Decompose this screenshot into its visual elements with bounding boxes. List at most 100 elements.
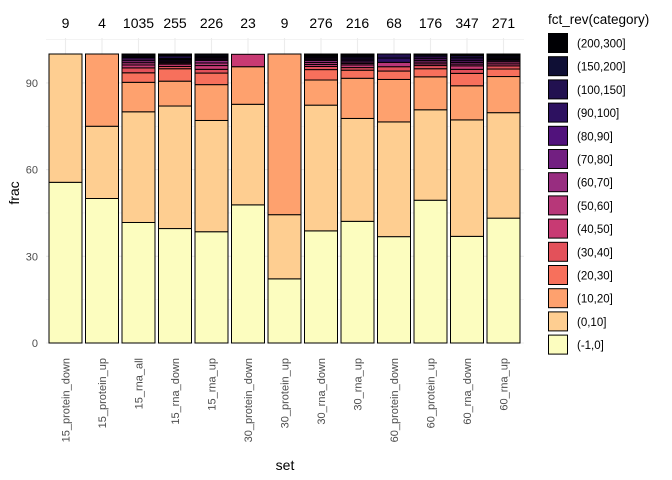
bar-segment	[413, 68, 448, 78]
bar-segment	[486, 217, 521, 344]
legend-key	[548, 311, 568, 332]
bar-segment	[413, 76, 448, 111]
bar-segment	[377, 66, 411, 72]
bar-segment	[158, 53, 192, 56]
legend-key	[548, 79, 568, 100]
x-tick-label: 15_rna_all	[134, 358, 146, 409]
bar-segment	[121, 72, 156, 83]
legend-key	[548, 125, 568, 146]
legend-label: (200,300]	[577, 39, 626, 51]
legend-key	[548, 33, 568, 53]
bar-segment	[377, 53, 411, 59]
bar-segment	[48, 53, 83, 183]
y-tick-label: 0	[32, 338, 38, 350]
legend-label: (0,10]	[577, 317, 606, 329]
legend-label: (40,50]	[577, 224, 613, 236]
bar-segment	[304, 69, 338, 81]
x-tick-label: 60_protein_up	[426, 358, 438, 428]
bar-segment	[121, 221, 156, 344]
y-tick-label: 30	[26, 251, 38, 263]
x-tick-label: 60_rna_up	[499, 358, 511, 411]
bar-segment	[194, 84, 229, 121]
legend-label: (10,20]	[577, 294, 613, 306]
legend-key	[548, 149, 568, 169]
legend-key	[548, 56, 568, 77]
count-label: 1035	[123, 15, 154, 31]
bar-segment	[304, 53, 338, 56]
bar-segment	[377, 121, 411, 238]
count-label: 255	[163, 15, 187, 31]
bar-segment	[340, 53, 375, 56]
bar-segment	[85, 198, 119, 344]
bar-segment	[450, 235, 484, 344]
bar-segment	[450, 119, 484, 237]
x-tick-label: 15_rna_down	[170, 358, 182, 425]
bar-segment	[267, 53, 302, 216]
bar-segment	[486, 76, 521, 114]
legend-key	[548, 241, 568, 262]
bar-segment	[340, 220, 375, 344]
bar-segment	[158, 228, 192, 344]
legend-label: (70,80]	[577, 155, 613, 167]
count-label: 216	[346, 15, 370, 31]
count-label: 9	[281, 15, 289, 31]
count-label: 23	[240, 15, 256, 31]
bar-segment	[377, 236, 411, 344]
bar-segment	[450, 68, 484, 74]
bar-segment	[194, 72, 229, 86]
bar-segment	[304, 104, 338, 232]
bar-segment	[377, 61, 411, 68]
bar-segment	[450, 72, 484, 87]
count-label: 176	[419, 15, 443, 31]
x-axis-title: set	[276, 457, 295, 473]
y-axis: 0 30 60 90	[26, 78, 38, 350]
bar-segment	[194, 119, 229, 233]
legend-key	[548, 172, 568, 193]
legend-label: (20,30]	[577, 271, 613, 283]
bar-segment	[158, 80, 192, 107]
bar-segment	[486, 53, 521, 56]
count-label: 276	[309, 15, 333, 31]
legend-label: (-1,0]	[577, 340, 604, 352]
count-label: 68	[386, 15, 402, 31]
bar-segment	[377, 57, 411, 63]
legend-label: (90,100]	[577, 108, 619, 120]
bar-segment	[231, 53, 265, 68]
bar-segment	[450, 65, 484, 70]
x-tick-label: 15_protein_down	[61, 358, 73, 442]
x-tick-label: 30_rna_up	[353, 358, 365, 411]
x-tick-label: 30_protein_down	[243, 358, 255, 442]
count-label: 271	[492, 15, 516, 31]
bar-segment	[340, 69, 375, 79]
count-label: 347	[455, 15, 479, 31]
legend-label: (100,150]	[577, 85, 626, 97]
count-labels: 9 4 1035 255 226 23 9 276 216 68 176 347 271	[62, 15, 516, 31]
x-tick-label: 15_rna_up	[207, 358, 219, 411]
bar-segment	[85, 125, 119, 199]
bar-segment	[340, 117, 375, 222]
bar-segment	[121, 53, 156, 56]
bar-segment	[121, 81, 156, 113]
count-label: 226	[200, 15, 224, 31]
bar-segment	[377, 70, 411, 80]
bar-segment	[231, 66, 265, 105]
legend-key	[548, 218, 568, 239]
legend-key	[548, 265, 568, 285]
bar-segment	[231, 103, 265, 206]
bar-segment	[450, 85, 484, 121]
x-axis: 15_protein_down 15_protein_up 15_rna_all 15…	[61, 358, 511, 442]
bar-segment	[340, 77, 375, 119]
bar-segment	[85, 53, 119, 127]
bar-segment	[158, 68, 192, 82]
count-label: 9	[62, 15, 70, 31]
y-tick-label: 90	[26, 78, 38, 90]
legend-label: (150,200]	[577, 62, 626, 74]
count-label: 4	[98, 15, 106, 31]
x-tick-label: 30_protein_up	[280, 358, 292, 428]
bar-segment	[413, 199, 448, 344]
x-tick-label: 15_protein_up	[97, 358, 109, 428]
bar-segment	[377, 78, 411, 123]
bar-segment	[413, 109, 448, 201]
legend-key	[548, 288, 568, 309]
